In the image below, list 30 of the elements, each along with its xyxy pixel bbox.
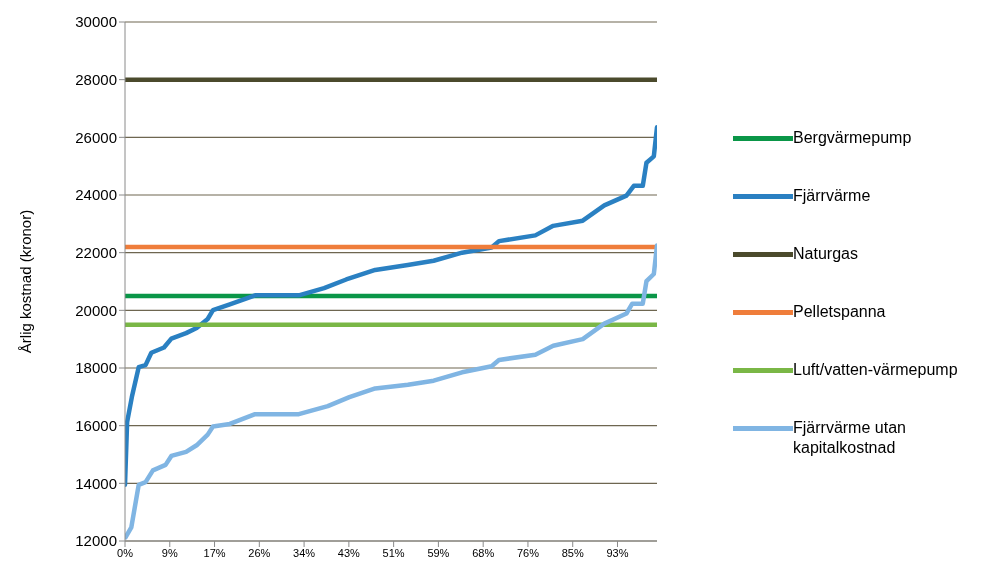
y-tick-label: 22000 xyxy=(75,243,117,261)
legend-label: Luft/vatten-värmepump xyxy=(793,360,959,380)
y-tick-label: 16000 xyxy=(75,416,117,434)
legend-label: Naturgas xyxy=(793,244,859,264)
legend-label: Pelletspanna xyxy=(793,302,887,322)
x-tick-label: 93% xyxy=(606,546,629,559)
legend-label: Fjärrvärme utan kapitalkostnad xyxy=(793,418,907,458)
x-tick-label: 68% xyxy=(472,546,495,559)
legend-label: Bergvärmepump xyxy=(793,128,913,148)
x-tick-label: 0% xyxy=(117,546,134,559)
x-tick-label: 17% xyxy=(203,546,226,559)
x-tick-label: 34% xyxy=(293,546,316,559)
y-tick-label: 28000 xyxy=(75,70,117,88)
x-tick-label: 85% xyxy=(561,546,584,559)
legend-label: Fjärrvärme xyxy=(793,186,872,206)
x-tick-label: 43% xyxy=(337,546,361,559)
line-series xyxy=(125,124,657,488)
x-tick-label: 9% xyxy=(161,546,178,559)
y-tick-label: 20000 xyxy=(75,301,117,319)
y-tick-label: 12000 xyxy=(75,532,117,550)
y-tick-label: 14000 xyxy=(75,474,117,492)
x-tick-label: 51% xyxy=(382,546,405,559)
x-tick-label: 26% xyxy=(248,546,271,559)
y-tick-label: 26000 xyxy=(75,128,117,146)
y-tick-label: 24000 xyxy=(75,186,117,204)
y-tick-label: 30000 xyxy=(75,13,117,31)
y-axis-title: Årlig kostnad (kronor) xyxy=(17,209,35,354)
x-tick-label: 76% xyxy=(516,546,540,559)
y-tick-label: 18000 xyxy=(75,359,117,377)
x-tick-label: 59% xyxy=(427,546,450,559)
